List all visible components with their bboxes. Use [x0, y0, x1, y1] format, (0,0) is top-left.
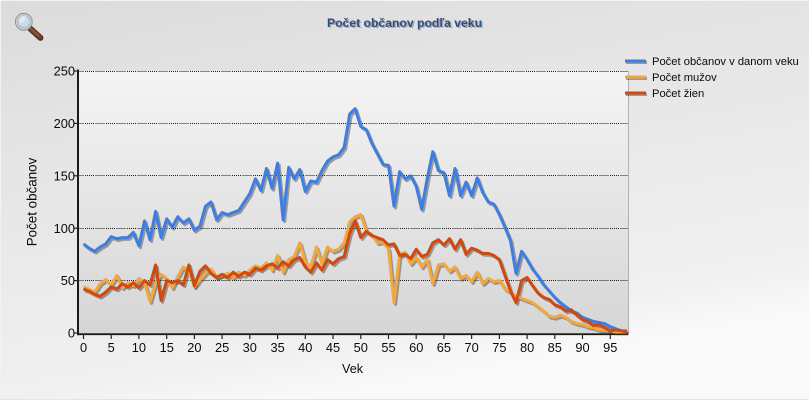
svg-text:Počet žien: Počet žien [652, 88, 704, 100]
svg-text:Počet občanov podľa veku: Počet občanov podľa veku [328, 17, 483, 31]
svg-text:55: 55 [381, 340, 395, 355]
svg-text:200: 200 [54, 116, 75, 131]
svg-text:250: 250 [54, 64, 75, 79]
svg-text:60: 60 [409, 340, 423, 355]
svg-text:35: 35 [270, 340, 284, 355]
svg-text:0: 0 [80, 340, 87, 355]
svg-text:20: 20 [187, 340, 201, 355]
svg-text:10: 10 [132, 340, 146, 355]
svg-text:95: 95 [603, 340, 617, 355]
svg-text:5: 5 [108, 340, 115, 355]
svg-text:90: 90 [575, 340, 589, 355]
svg-text:85: 85 [548, 340, 562, 355]
svg-text:65: 65 [437, 340, 451, 355]
svg-text:30: 30 [243, 340, 257, 355]
svg-text:50: 50 [61, 273, 75, 288]
svg-text:150: 150 [54, 168, 75, 183]
svg-text:25: 25 [215, 340, 229, 355]
svg-text:Počet občanov v danom veku: Počet občanov v danom veku [652, 56, 799, 68]
svg-text:100: 100 [54, 221, 75, 236]
svg-text:75: 75 [492, 340, 506, 355]
svg-text:40: 40 [298, 340, 312, 355]
svg-text:Počet občanov: Počet občanov [25, 157, 40, 246]
svg-text:Počet mužov: Počet mužov [652, 72, 717, 84]
svg-text:45: 45 [326, 340, 340, 355]
svg-text:Vek: Vek [342, 362, 364, 376]
svg-text:Počet občanov podľa veku: Počet občanov podľa veku [327, 16, 482, 30]
svg-text:50: 50 [354, 340, 368, 355]
svg-text:80: 80 [520, 340, 534, 355]
svg-text:15: 15 [160, 340, 174, 355]
svg-text:0: 0 [68, 326, 75, 341]
svg-text:70: 70 [464, 340, 478, 355]
